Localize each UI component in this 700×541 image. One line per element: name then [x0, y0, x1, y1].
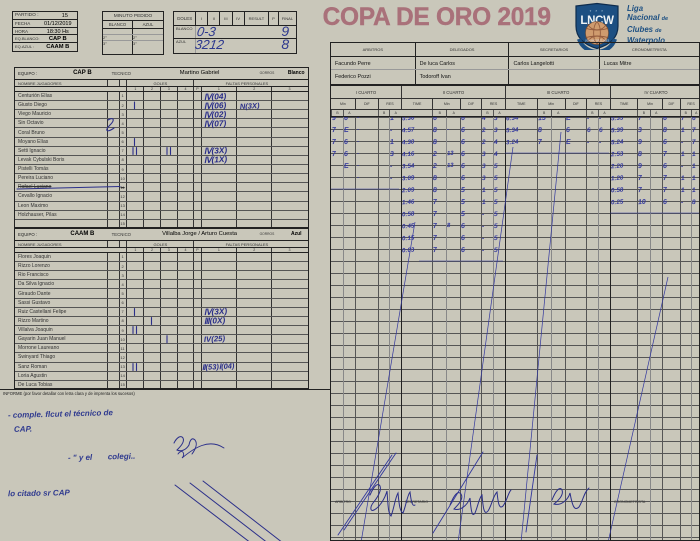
svg-text:Ⅱ(53)Ⅰ(04): Ⅱ(53)Ⅰ(04): [202, 361, 236, 372]
svg-text:* * *: * * *: [590, 9, 605, 14]
svg-text:Ⅲ(0X): Ⅲ(0X): [204, 315, 226, 326]
svg-text:Ⅳ(1X): Ⅳ(1X): [204, 154, 228, 165]
svg-text:IV(25): IV(25): [204, 334, 226, 344]
svg-text:Ⅳ(07): Ⅳ(07): [204, 118, 227, 129]
svg-text:N(3X): N(3X): [240, 101, 261, 111]
